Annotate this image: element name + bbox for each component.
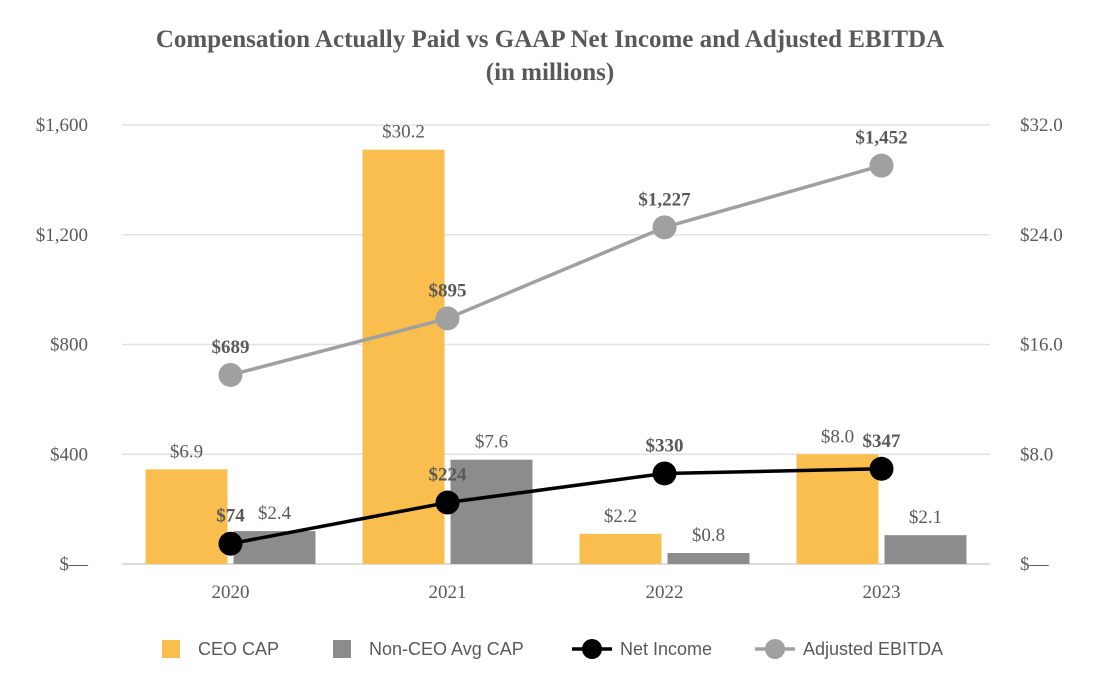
net-income-point bbox=[869, 456, 894, 481]
non-ceo-avg-cap-legend-label: Non-CEO Avg CAP bbox=[369, 639, 524, 659]
ceo-cap-data-label: $2.2 bbox=[604, 506, 637, 527]
non-ceo-cap-data-label: $2.1 bbox=[909, 507, 942, 528]
non-ceo-cap-bar bbox=[450, 459, 533, 564]
x-tick-label: 2022 bbox=[646, 582, 684, 603]
adjusted-ebitda-point bbox=[435, 306, 460, 331]
non-ceo-cap-bar bbox=[884, 535, 967, 564]
adjusted-ebitda-data-label: $895 bbox=[429, 280, 467, 301]
non-ceo-cap-data-label: $7.6 bbox=[475, 432, 508, 453]
x-tick-label: 2020 bbox=[212, 582, 250, 603]
non-ceo-cap-data-label: $0.8 bbox=[692, 525, 725, 546]
net-income-legend-marker bbox=[582, 639, 602, 659]
ceo-cap-bar bbox=[579, 533, 662, 564]
non-ceo-cap-data-label: $2.4 bbox=[258, 503, 292, 524]
ceo-cap-data-label: $6.9 bbox=[170, 441, 203, 462]
ceo-cap-bar bbox=[145, 469, 228, 564]
y-right-tick-label: $— bbox=[1020, 554, 1050, 575]
net-income-line bbox=[230, 467, 882, 546]
y-right-tick-label: $32.0 bbox=[1020, 115, 1063, 136]
adjusted-ebitda-data-label: $1,227 bbox=[638, 189, 691, 210]
ceo-cap-legend-swatch bbox=[162, 640, 180, 658]
legend: CEO CAP Non-CEO Avg CAP Net Income Adjusted… bbox=[162, 639, 943, 659]
bars bbox=[145, 149, 967, 564]
ceo-cap-data-label: $30.2 bbox=[382, 122, 425, 143]
net-income-point bbox=[218, 531, 243, 556]
adjusted-ebitda-legend-label: Adjusted EBITDA bbox=[803, 639, 943, 659]
net-income-data-label: $74 bbox=[216, 506, 245, 527]
ceo-cap-bar bbox=[362, 149, 445, 564]
adjusted-ebitda-point bbox=[218, 362, 243, 387]
y-right-tick-label: $24.0 bbox=[1020, 225, 1063, 246]
adjusted-ebitda-line bbox=[230, 163, 882, 377]
ceo-cap-legend-label: CEO CAP bbox=[198, 639, 279, 659]
net-income-point bbox=[652, 461, 677, 486]
non-ceo-avg-cap-legend-swatch bbox=[333, 640, 351, 658]
x-tick-label: 2023 bbox=[863, 582, 901, 603]
adjusted-ebitda-point bbox=[652, 215, 677, 240]
net-income-data-label: $330 bbox=[646, 435, 684, 456]
y-left-tick-label: $400 bbox=[50, 444, 88, 465]
net-income-point bbox=[435, 490, 460, 515]
data-labels: $6.9 $30.2 $2.2 $8.0 $2.4 $7.6 $0.8 $2.1 $74 $224… bbox=[170, 122, 942, 546]
y-left-tick-label: $800 bbox=[50, 335, 88, 356]
x-tick-label: 2021 bbox=[429, 582, 467, 603]
axes: $— $400 $800 $1,200 $1,600 $— $8.0 $16.0 $24.0 $3… bbox=[36, 115, 1063, 603]
y-right-tick-label: $8.0 bbox=[1020, 444, 1053, 465]
y-right-tick-label: $16.0 bbox=[1020, 335, 1063, 356]
adjusted-ebitda-legend-marker bbox=[765, 639, 785, 659]
lines bbox=[218, 153, 894, 556]
non-ceo-cap-bar bbox=[667, 553, 750, 564]
y-left-tick-label: $— bbox=[60, 554, 90, 575]
y-left-tick-label: $1,200 bbox=[36, 225, 88, 246]
chart-title: Compensation Actually Paid vs GAAP Net I… bbox=[156, 26, 944, 53]
net-income-data-label: $347 bbox=[863, 431, 902, 452]
adjusted-ebitda-data-label: $689 bbox=[212, 337, 250, 358]
ceo-cap-data-label: $8.0 bbox=[821, 426, 854, 447]
y-left-tick-label: $1,600 bbox=[36, 115, 88, 136]
chart-subtitle: (in millions) bbox=[486, 59, 615, 86]
net-income-legend-label: Net Income bbox=[620, 639, 712, 659]
net-income-data-label: $224 bbox=[429, 465, 468, 486]
adjusted-ebitda-data-label: $1,452 bbox=[855, 128, 907, 149]
adjusted-ebitda-point bbox=[869, 153, 894, 178]
ceo-cap-bar bbox=[796, 454, 879, 564]
